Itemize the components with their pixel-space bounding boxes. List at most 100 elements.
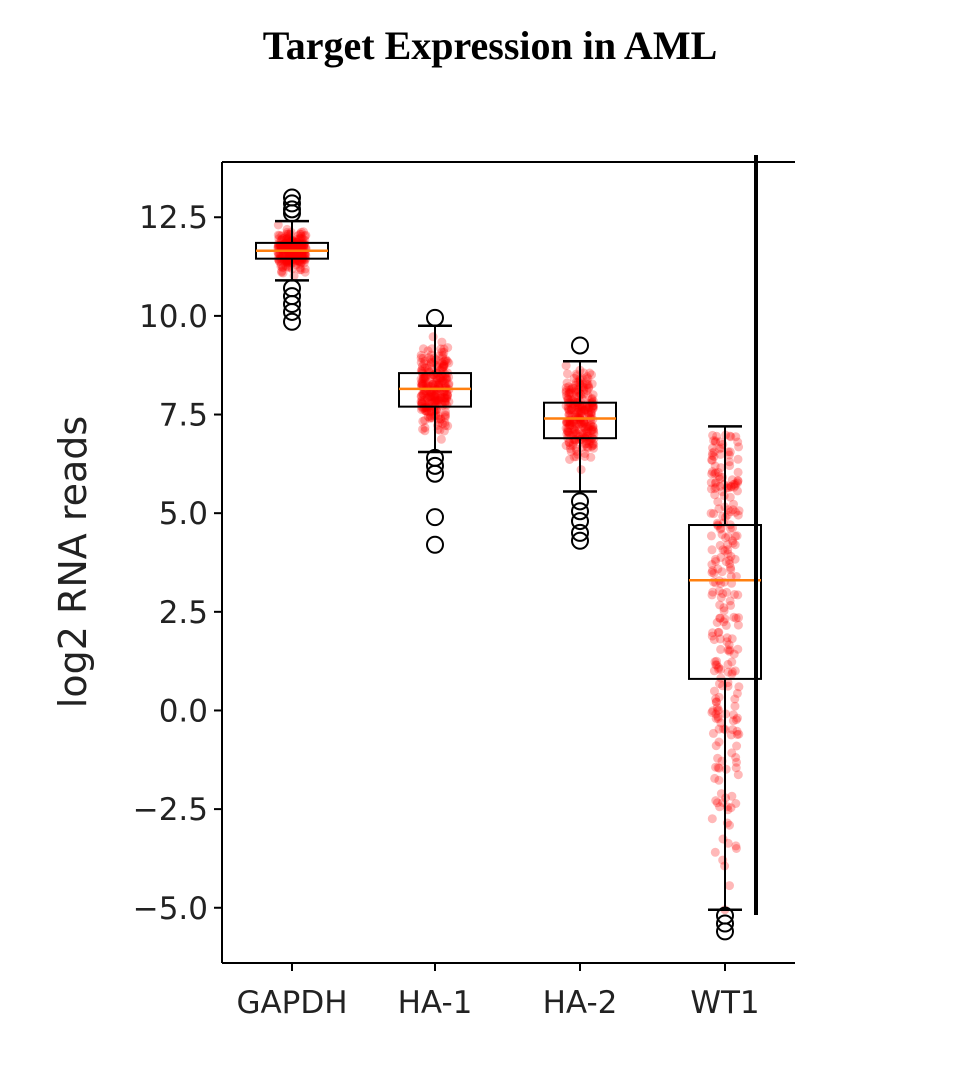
data-point [428,375,438,385]
data-point [419,374,429,384]
data-point [584,382,594,392]
data-point [416,350,426,360]
data-point [417,397,427,407]
data-point [561,383,571,393]
data-point [421,406,431,416]
data-point [574,419,584,429]
data-point [571,405,581,415]
data-point [571,412,581,422]
data-point [732,531,742,541]
data-point [440,410,450,420]
data-point [437,369,447,379]
data-point [419,359,429,369]
data-point [727,634,737,644]
data-point [436,374,446,384]
data-point [562,378,572,388]
data-point [437,376,447,386]
data-point [589,427,599,437]
data-point [569,383,579,393]
data-point [711,477,721,487]
data-point [721,620,731,630]
data-point [427,398,437,408]
x-tick-label: WT1 [690,985,759,1021]
data-point [564,427,574,437]
data-point [587,393,597,403]
data-point [436,393,446,403]
data-point [426,411,436,421]
data-point [417,395,427,405]
data-point [567,403,577,413]
y-tick-label: 0.0 [159,693,208,729]
data-point [731,841,741,851]
data-point [579,405,589,415]
data-point [718,545,728,555]
data-point [431,395,441,405]
data-point [731,715,741,725]
data-point [716,644,726,654]
data-point [707,560,717,569]
data-point [733,454,743,464]
data-point [727,791,737,801]
data-point [716,789,726,799]
data-point [586,409,596,419]
data-point [730,701,740,711]
data-point [426,357,436,367]
data-point [730,666,740,676]
data-point [726,730,736,740]
data-point [725,820,734,830]
data-point [422,393,432,403]
outlier-point [283,312,301,331]
outlier-point [571,512,589,531]
data-point [430,396,440,406]
data-point [716,718,726,728]
data-point [566,417,575,427]
data-point [721,557,731,567]
data-point [728,710,738,720]
data-point [706,508,716,518]
outlier-point [426,456,444,475]
data-point [444,372,454,382]
data-point [439,347,449,357]
data-point [587,442,597,451]
data-point [715,802,725,812]
data-point [440,393,450,403]
data-point [431,377,441,387]
data-point [276,242,286,252]
data-point [715,634,725,644]
data-point [726,563,735,573]
data-point [727,667,737,677]
data-point [277,231,287,241]
data-point [716,449,725,459]
data-point [568,399,578,409]
data-point [417,365,427,375]
data-point [564,405,574,415]
data-point [567,417,577,427]
data-point [571,419,581,429]
data-point [580,439,590,449]
data-point [584,422,594,431]
data-point [726,507,736,517]
data-point [418,344,428,354]
data-point [431,396,441,406]
data-point [571,421,581,431]
data-point [716,592,726,602]
data-point [708,448,718,458]
data-point [424,353,434,363]
data-point [709,635,719,645]
data-point [723,549,733,559]
data-point [708,430,718,440]
data-point [282,261,291,271]
data-point [428,379,438,389]
data-point [713,497,723,507]
data-point [723,545,733,555]
data-point [421,372,431,382]
box-gapdh [255,188,329,331]
data-point [569,418,579,428]
data-point [724,457,734,467]
data-point [577,420,587,430]
data-point [729,612,739,622]
data-point [581,439,591,449]
data-point [439,377,449,387]
data-point [731,613,741,623]
data-point [714,627,724,637]
